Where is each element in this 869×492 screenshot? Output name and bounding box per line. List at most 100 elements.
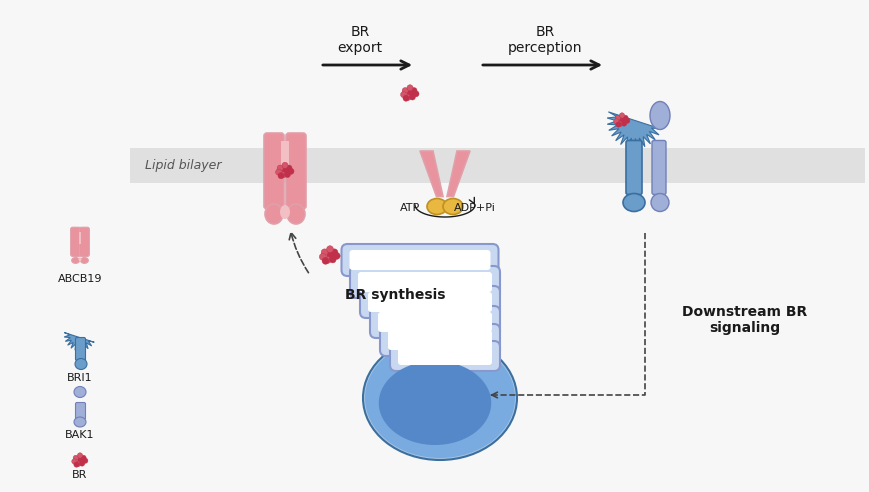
Text: BR
export: BR export bbox=[337, 25, 382, 55]
Ellipse shape bbox=[74, 387, 86, 398]
Ellipse shape bbox=[280, 205, 289, 219]
Circle shape bbox=[77, 458, 83, 462]
Circle shape bbox=[614, 115, 620, 121]
Text: BRI1: BRI1 bbox=[67, 373, 93, 383]
Ellipse shape bbox=[378, 361, 491, 445]
Circle shape bbox=[333, 252, 340, 259]
FancyBboxPatch shape bbox=[651, 141, 666, 194]
Circle shape bbox=[275, 169, 282, 175]
Ellipse shape bbox=[265, 204, 282, 224]
Circle shape bbox=[404, 94, 410, 100]
Circle shape bbox=[401, 88, 408, 93]
Polygon shape bbox=[607, 112, 660, 149]
Circle shape bbox=[326, 251, 333, 258]
Circle shape bbox=[74, 462, 79, 467]
Circle shape bbox=[410, 88, 416, 93]
Circle shape bbox=[71, 459, 77, 464]
Ellipse shape bbox=[80, 257, 89, 263]
Circle shape bbox=[73, 455, 78, 461]
Circle shape bbox=[81, 455, 86, 461]
FancyBboxPatch shape bbox=[388, 330, 492, 350]
Circle shape bbox=[402, 95, 408, 101]
Ellipse shape bbox=[442, 198, 462, 215]
Circle shape bbox=[331, 249, 337, 256]
Text: BR synthesis: BR synthesis bbox=[345, 288, 445, 302]
FancyBboxPatch shape bbox=[349, 266, 500, 298]
Circle shape bbox=[288, 168, 294, 174]
Ellipse shape bbox=[71, 257, 79, 263]
Ellipse shape bbox=[622, 193, 644, 212]
Circle shape bbox=[619, 113, 624, 118]
Circle shape bbox=[617, 121, 622, 126]
Circle shape bbox=[407, 90, 413, 96]
Circle shape bbox=[413, 91, 419, 97]
FancyBboxPatch shape bbox=[397, 347, 492, 365]
Circle shape bbox=[83, 458, 88, 463]
FancyBboxPatch shape bbox=[349, 250, 490, 270]
Circle shape bbox=[615, 122, 620, 127]
Circle shape bbox=[407, 85, 413, 91]
Ellipse shape bbox=[287, 204, 305, 224]
Circle shape bbox=[326, 246, 333, 252]
Ellipse shape bbox=[75, 359, 87, 369]
FancyBboxPatch shape bbox=[377, 312, 492, 332]
FancyBboxPatch shape bbox=[389, 341, 500, 371]
Circle shape bbox=[409, 94, 415, 100]
Circle shape bbox=[624, 118, 629, 123]
Text: ADP+Pi: ADP+Pi bbox=[454, 203, 495, 213]
FancyBboxPatch shape bbox=[70, 227, 81, 256]
Circle shape bbox=[277, 165, 283, 171]
FancyBboxPatch shape bbox=[357, 272, 492, 292]
Ellipse shape bbox=[362, 336, 516, 460]
Circle shape bbox=[321, 249, 328, 256]
Text: BR
perception: BR perception bbox=[507, 25, 581, 55]
Ellipse shape bbox=[649, 101, 669, 129]
Ellipse shape bbox=[74, 417, 86, 427]
Text: Lipid bilayer: Lipid bilayer bbox=[145, 159, 222, 172]
Circle shape bbox=[620, 121, 626, 126]
Polygon shape bbox=[447, 151, 469, 196]
Polygon shape bbox=[64, 333, 94, 351]
Bar bbox=[281, 141, 289, 176]
Circle shape bbox=[79, 461, 84, 466]
Circle shape bbox=[322, 257, 328, 264]
Circle shape bbox=[400, 92, 406, 97]
Circle shape bbox=[328, 256, 335, 263]
Circle shape bbox=[280, 172, 286, 178]
Text: BR: BR bbox=[72, 470, 88, 480]
FancyBboxPatch shape bbox=[369, 306, 500, 338]
Bar bbox=[78, 232, 82, 244]
Circle shape bbox=[282, 167, 288, 174]
FancyBboxPatch shape bbox=[342, 244, 498, 276]
FancyBboxPatch shape bbox=[368, 292, 492, 312]
FancyBboxPatch shape bbox=[76, 338, 85, 361]
Ellipse shape bbox=[427, 198, 447, 215]
Circle shape bbox=[286, 165, 292, 171]
Circle shape bbox=[284, 171, 290, 178]
FancyBboxPatch shape bbox=[380, 324, 500, 356]
Circle shape bbox=[77, 453, 83, 458]
Ellipse shape bbox=[365, 338, 514, 458]
Circle shape bbox=[619, 117, 624, 123]
Text: Downstream BR
signaling: Downstream BR signaling bbox=[681, 305, 806, 335]
Text: BAK1: BAK1 bbox=[65, 430, 95, 440]
FancyBboxPatch shape bbox=[286, 133, 306, 209]
Circle shape bbox=[76, 461, 81, 466]
FancyBboxPatch shape bbox=[360, 286, 500, 318]
FancyBboxPatch shape bbox=[263, 133, 283, 209]
FancyBboxPatch shape bbox=[79, 227, 90, 256]
Circle shape bbox=[282, 162, 288, 168]
Circle shape bbox=[324, 256, 331, 263]
Circle shape bbox=[277, 173, 283, 179]
FancyBboxPatch shape bbox=[626, 141, 641, 194]
Circle shape bbox=[319, 253, 326, 260]
Polygon shape bbox=[420, 151, 442, 196]
Bar bbox=[129, 148, 864, 183]
Ellipse shape bbox=[78, 257, 82, 262]
Text: ABCB19: ABCB19 bbox=[57, 275, 103, 284]
Ellipse shape bbox=[650, 193, 668, 212]
FancyBboxPatch shape bbox=[76, 402, 85, 420]
Circle shape bbox=[622, 115, 627, 121]
Text: ATP: ATP bbox=[400, 203, 420, 213]
Circle shape bbox=[613, 119, 619, 124]
